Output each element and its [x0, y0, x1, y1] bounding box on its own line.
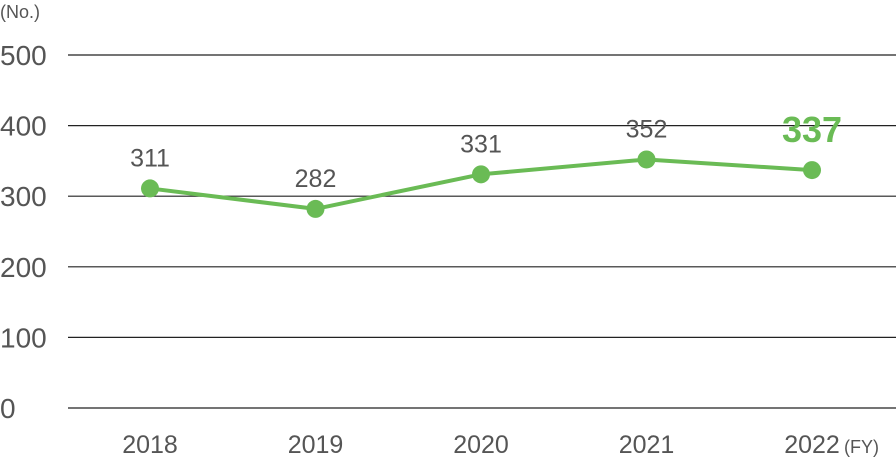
x-tick-label-2021: 2021	[619, 431, 675, 458]
x-axis-ticks: 2018 2019 2020 2021 2022 (FY)	[122, 431, 879, 458]
data-label-2019: 282	[295, 165, 337, 193]
x-tick-label-2020: 2020	[453, 431, 509, 458]
gridlines	[68, 54, 896, 409]
series-points	[141, 150, 821, 218]
x-axis-unit-label: (FY)	[844, 437, 879, 457]
x-tick-label-2019: 2019	[288, 431, 344, 458]
y-tick-label-100: 100	[0, 322, 47, 353]
data-label-2020: 331	[460, 130, 502, 158]
data-labels: 311 282 331 352 337	[130, 109, 842, 193]
y-tick-label-200: 200	[0, 252, 47, 283]
y-tick-label-300: 300	[0, 181, 47, 212]
data-label-2021: 352	[626, 115, 668, 143]
data-point-2020	[472, 165, 490, 184]
y-tick-label-0: 0	[0, 393, 16, 424]
data-label-2022: 337	[782, 109, 842, 150]
data-label-2018: 311	[130, 144, 170, 172]
y-tick-label-400: 400	[0, 111, 47, 142]
x-tick-label-2018: 2018	[122, 431, 178, 458]
y-tick-label-500: 500	[0, 40, 47, 71]
data-point-2018	[141, 179, 159, 198]
x-tick-label-2022: 2022	[784, 431, 840, 458]
y-axis-ticks: 0 100 200 300 400 500	[0, 40, 47, 424]
data-point-2021	[637, 150, 656, 169]
data-point-2019	[306, 199, 325, 218]
data-point-2022	[803, 161, 821, 180]
y-axis-unit-label: (No.)	[0, 2, 40, 22]
